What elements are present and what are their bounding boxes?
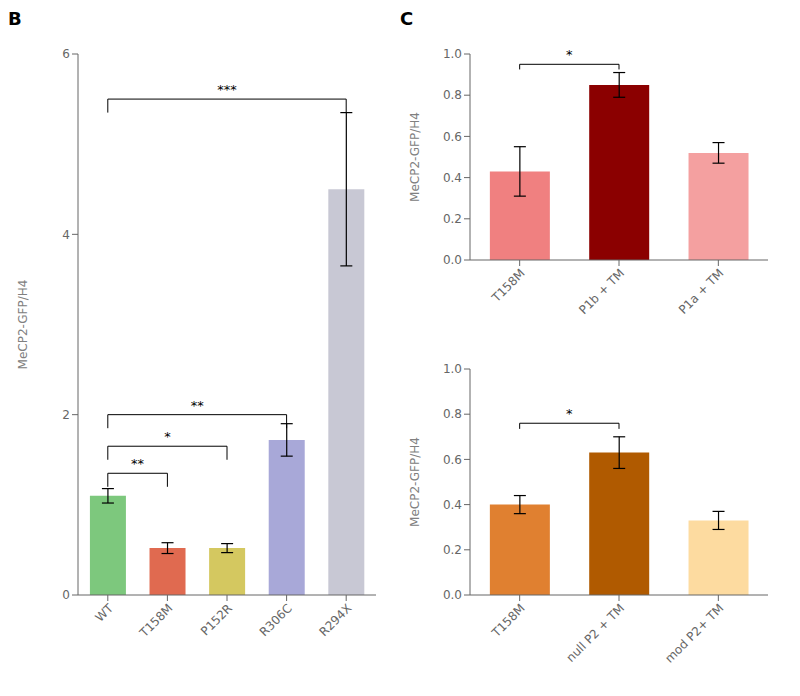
svg-text:0.8: 0.8 — [443, 407, 462, 421]
svg-text:*: * — [566, 47, 573, 62]
svg-text:WT: WT — [92, 601, 116, 625]
html-text:B: B — [8, 8, 22, 29]
svg-text:0.0: 0.0 — [443, 253, 462, 267]
svg-text:0.6: 0.6 — [443, 453, 462, 467]
svg-text:mod P2+ TM: mod P2+ TM — [662, 601, 726, 665]
svg-text:MeCP2-GFP/H4: MeCP2-GFP/H4 — [16, 280, 30, 370]
svg-text:0.8: 0.8 — [443, 88, 462, 102]
svg-text:1.0: 1.0 — [443, 47, 462, 61]
svg-text:P1a + TM: P1a + TM — [676, 266, 727, 317]
svg-text:0: 0 — [62, 588, 70, 602]
svg-text:**: ** — [191, 398, 205, 413]
svg-text:T158M: T158M — [136, 601, 175, 640]
svg-text:***: *** — [217, 82, 237, 97]
svg-text:T158M: T158M — [489, 266, 528, 305]
svg-text:R294X: R294X — [317, 601, 355, 639]
svg-text:0.4: 0.4 — [443, 171, 462, 185]
svg-text:0.0: 0.0 — [443, 588, 462, 602]
svg-text:null P2 + TM: null P2 + TM — [564, 601, 628, 665]
svg-text:0.2: 0.2 — [443, 543, 462, 557]
svg-text:P1b + TM: P1b + TM — [576, 266, 627, 317]
svg-text:MeCP2-GFP/H4: MeCP2-GFP/H4 — [408, 437, 422, 527]
svg-text:2: 2 — [62, 408, 70, 422]
svg-text:1.0: 1.0 — [443, 362, 462, 376]
svg-text:MeCP2-GFP/H4: MeCP2-GFP/H4 — [408, 112, 422, 202]
svg-text:0.6: 0.6 — [443, 130, 462, 144]
svg-text:**: ** — [131, 456, 145, 471]
svg-text:T158M: T158M — [489, 601, 528, 640]
html-text:C: C — [400, 8, 414, 29]
svg-text:P152R: P152R — [198, 601, 235, 638]
svg-text:6: 6 — [62, 47, 70, 61]
svg-text:*: * — [566, 406, 573, 421]
svg-text:R306C: R306C — [257, 601, 295, 639]
svg-text:*: * — [164, 429, 171, 444]
svg-text:0.4: 0.4 — [443, 498, 462, 512]
svg-text:0.2: 0.2 — [443, 212, 462, 226]
svg-text:4: 4 — [62, 228, 70, 242]
